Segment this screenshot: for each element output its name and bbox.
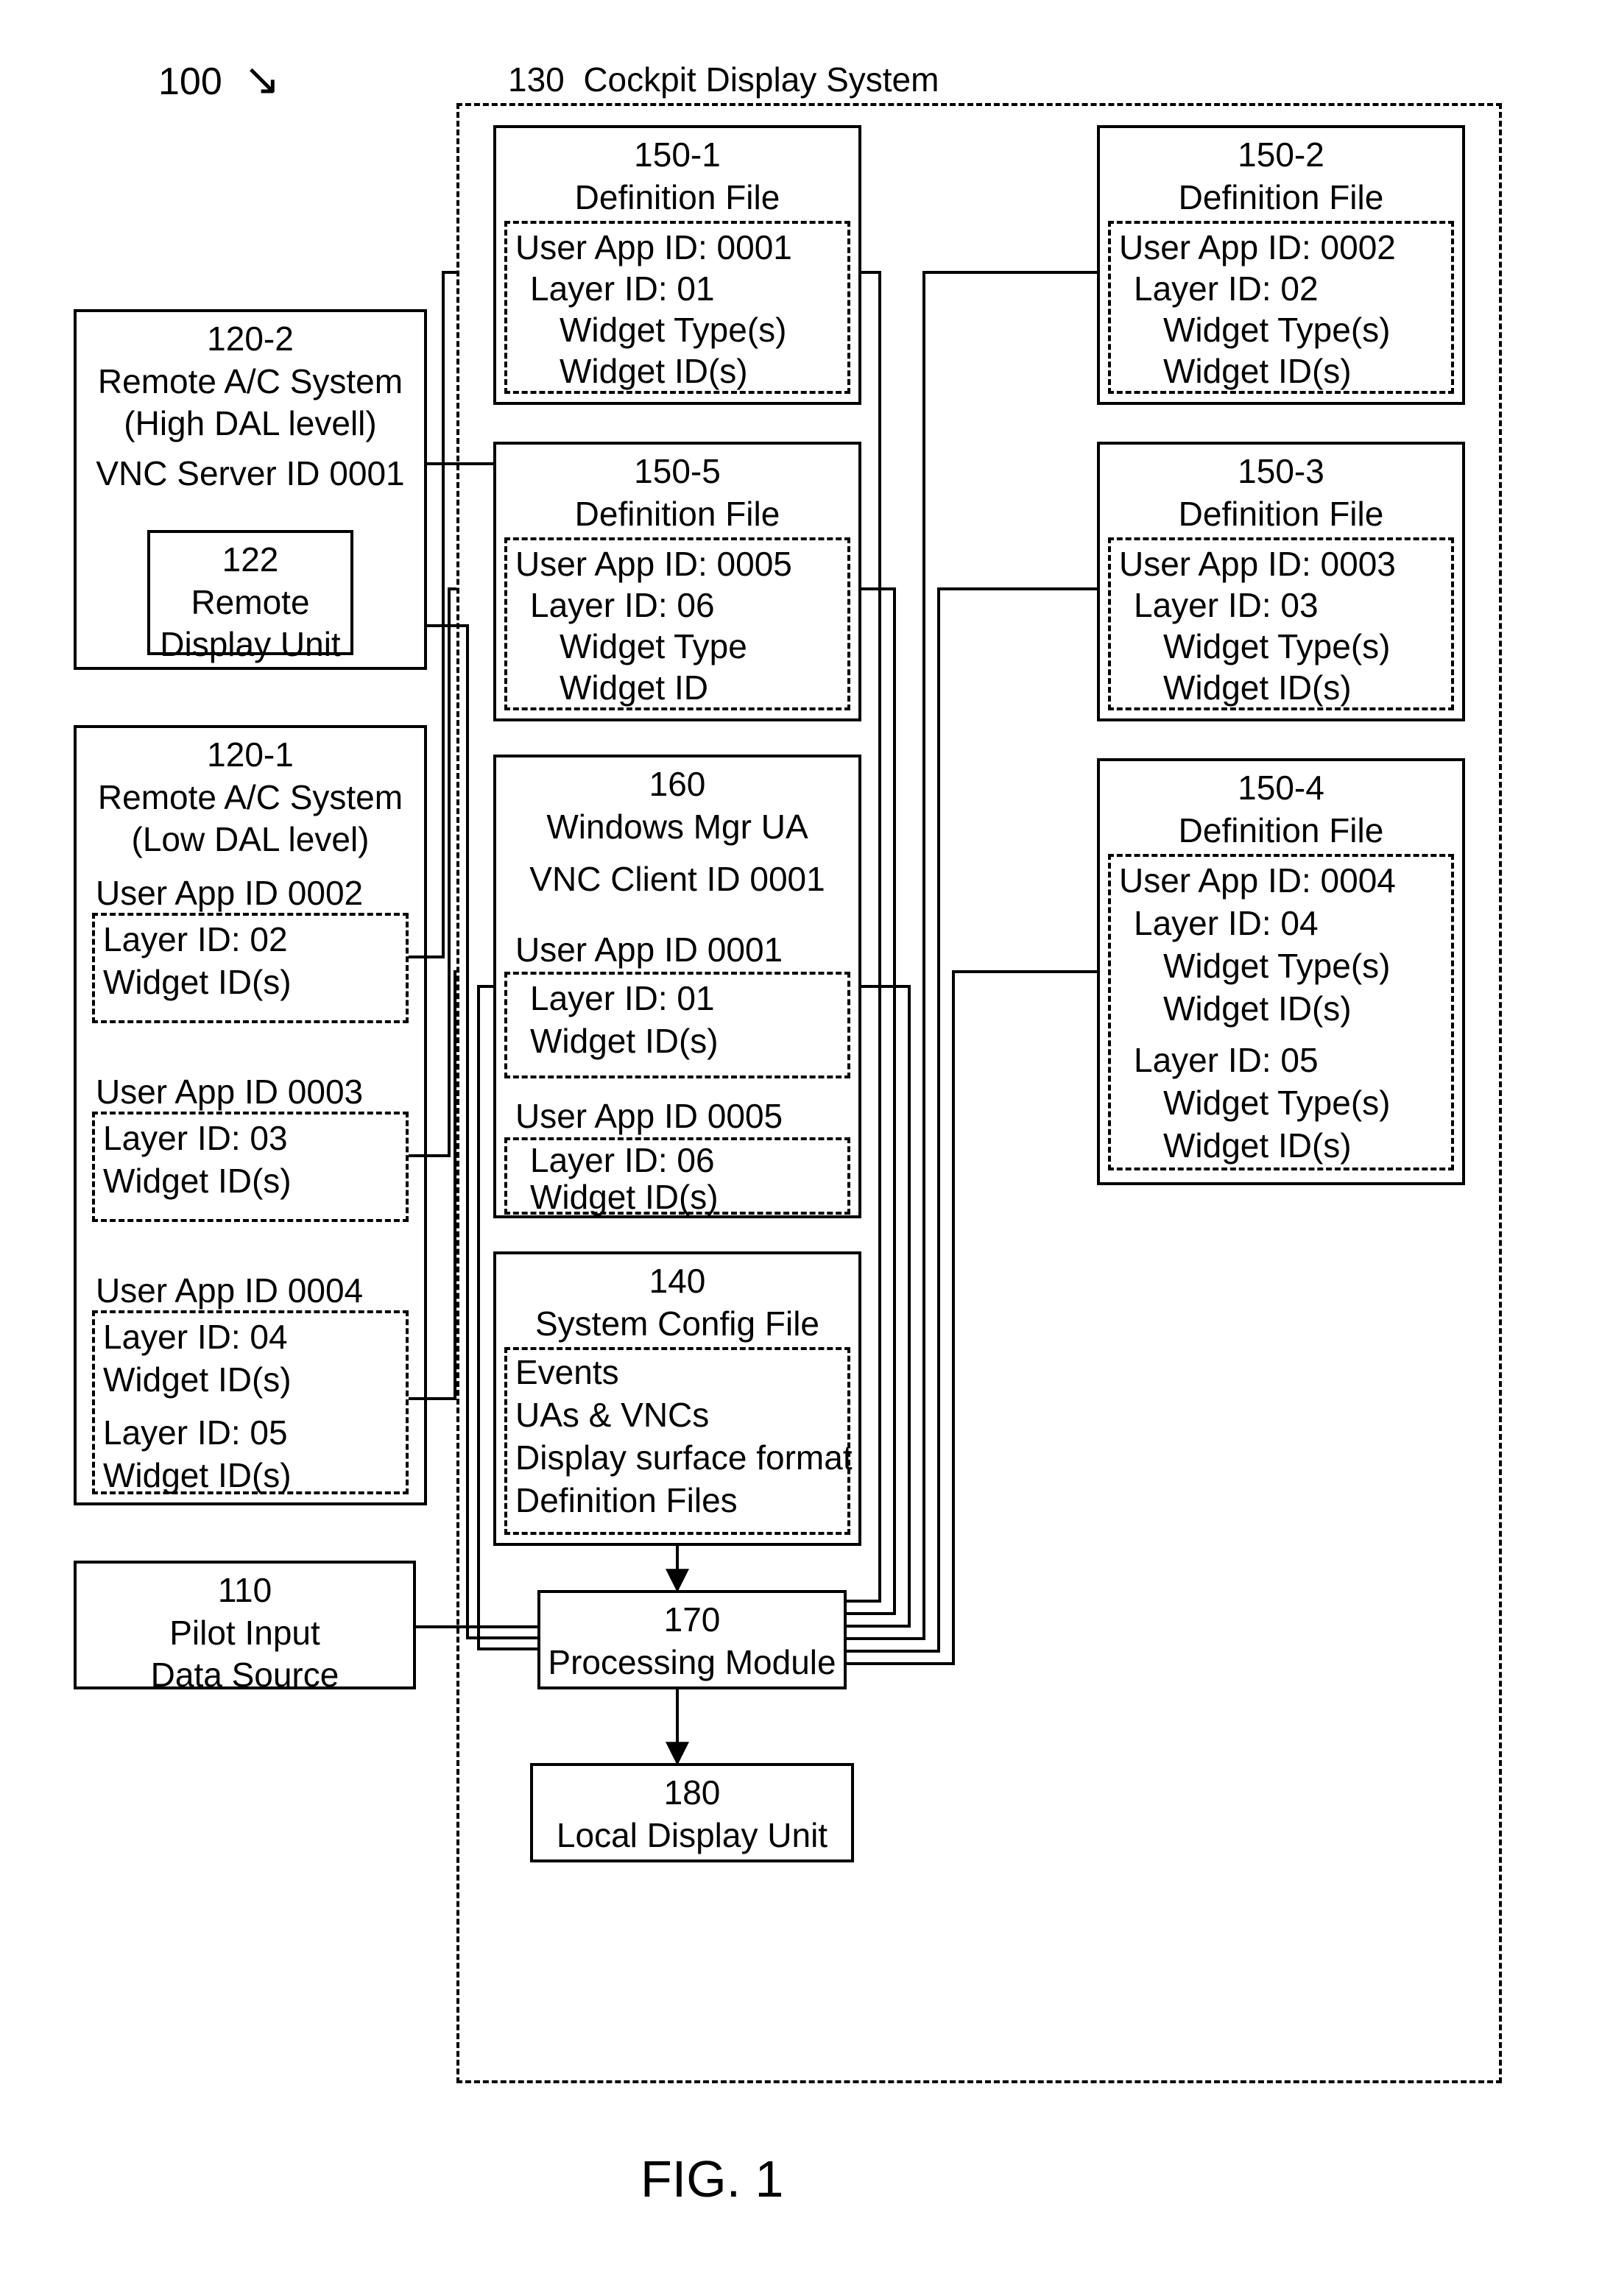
- box-150-3-num: 150-3: [1103, 451, 1459, 493]
- b140-r4: Definition Files: [515, 1480, 738, 1522]
- box-120-1-l1: Remote A/C System: [80, 777, 421, 819]
- box-150-2-name: Definition File: [1103, 177, 1459, 219]
- d150-3-layer: Layer ID: 03: [1134, 584, 1319, 627]
- box-120-1-num: 120-1: [80, 734, 421, 777]
- d150-2-wt: Widget Type(s): [1163, 309, 1390, 352]
- ua2-layer: Layer ID: 02: [103, 919, 288, 961]
- ref-100: 100 ↘: [158, 52, 280, 107]
- ua4-layer1: Layer ID: 04: [103, 1316, 288, 1359]
- box-160-name: Windows Mgr UA: [499, 806, 855, 849]
- b140-r3: Display surface format: [515, 1437, 853, 1480]
- b140-r1: Events: [515, 1352, 619, 1394]
- d150-5-layer: Layer ID: 06: [530, 584, 715, 627]
- d150-1-wid: Widget ID(s): [560, 350, 748, 393]
- box-180-name: Local Display Unit: [536, 1815, 848, 1857]
- ua2-wid: Widget ID(s): [103, 961, 292, 1004]
- ref-100-num: 100: [158, 60, 222, 103]
- b160-ua5-layer: Layer ID: 06: [530, 1140, 715, 1182]
- d150-1-wt: Widget Type(s): [560, 309, 786, 352]
- d150-4-ua: User App ID: 0004: [1119, 860, 1396, 902]
- box-160-num: 160: [499, 763, 855, 806]
- d150-4-wid2: Widget ID(s): [1163, 1125, 1352, 1168]
- d150-3-ua: User App ID: 0003: [1119, 543, 1396, 586]
- box-150-4-name: Definition File: [1103, 810, 1459, 852]
- b160-ua5-wid: Widget ID(s): [530, 1176, 719, 1219]
- box-170: 170 Processing Module: [537, 1590, 847, 1689]
- box-120-2-l1: Remote A/C System: [80, 361, 421, 403]
- box-122: 122 Remote Display Unit: [147, 530, 353, 655]
- box-150-3-name: Definition File: [1103, 493, 1459, 536]
- b160-ua1-title: User App ID 0001: [515, 929, 783, 972]
- box-110: 110 Pilot Input Data Source: [74, 1561, 416, 1689]
- b160-ua1-layer: Layer ID: 01: [530, 978, 715, 1020]
- d150-5-wid: Widget ID: [560, 667, 708, 710]
- box-140-num: 140: [499, 1260, 855, 1303]
- box-120-1-l2: (Low DAL level): [80, 819, 421, 861]
- diagram-stage: 100 ↘ 130 Cockpit Display System 120-2 R…: [0, 0, 1602, 2296]
- d150-4-layer1: Layer ID: 04: [1134, 902, 1319, 945]
- box-110-num: 110: [80, 1569, 410, 1612]
- d150-4-wt2: Widget Type(s): [1163, 1082, 1390, 1125]
- box-120-2-num: 120-2: [80, 318, 421, 361]
- d150-2-layer: Layer ID: 02: [1134, 268, 1319, 311]
- d150-2-ua: User App ID: 0002: [1119, 227, 1396, 269]
- d150-5-ua: User App ID: 0005: [515, 543, 792, 586]
- box-110-l1: Pilot Input: [80, 1612, 410, 1655]
- d150-3-wid: Widget ID(s): [1163, 667, 1352, 710]
- b140-r2: UAs & VNCs: [515, 1394, 709, 1437]
- box-150-1-name: Definition File: [499, 177, 855, 219]
- box-122-l1: Remote: [153, 582, 347, 624]
- ref-100-arrow: ↘: [244, 54, 280, 104]
- d150-4-wt1: Widget Type(s): [1163, 945, 1390, 988]
- ua3-wid: Widget ID(s): [103, 1160, 292, 1203]
- d150-5-wt: Widget Type: [560, 626, 747, 668]
- ua4-wid1: Widget ID(s): [103, 1359, 292, 1402]
- system-title-num: 130: [508, 60, 565, 99]
- b160-ua5-title: User App ID 0005: [515, 1095, 783, 1138]
- ua2-title: User App ID 0002: [96, 872, 363, 915]
- b160-ua1-wid: Widget ID(s): [530, 1020, 719, 1063]
- d150-1-ua: User App ID: 0001: [515, 227, 792, 269]
- system-title: 130 Cockpit Display System: [508, 59, 939, 102]
- d150-2-wid: Widget ID(s): [1163, 350, 1352, 393]
- d150-1-layer: Layer ID: 01: [530, 268, 715, 311]
- box-170-name: Processing Module: [543, 1642, 841, 1684]
- box-120-2-vnc: VNC Server ID 0001: [80, 453, 421, 495]
- box-122-num: 122: [153, 539, 347, 582]
- box-150-5-name: Definition File: [499, 493, 855, 536]
- box-150-4-num: 150-4: [1103, 767, 1459, 810]
- box-150-2-num: 150-2: [1103, 134, 1459, 177]
- box-122-l2: Display Unit: [153, 624, 347, 666]
- ua4-layer2: Layer ID: 05: [103, 1412, 288, 1455]
- figure-label: FIG. 1: [641, 2150, 783, 2208]
- box-170-num: 170: [543, 1599, 841, 1642]
- d150-3-wt: Widget Type(s): [1163, 626, 1390, 668]
- d150-4-layer2: Layer ID: 05: [1134, 1039, 1319, 1082]
- ua4-wid2: Widget ID(s): [103, 1455, 292, 1497]
- box-180-num: 180: [536, 1772, 848, 1815]
- box-120-2-l2: (High DAL levell): [80, 403, 421, 445]
- box-140-name: System Config File: [499, 1303, 855, 1346]
- ua4-title: User App ID 0004: [96, 1270, 363, 1313]
- ua3-title: User App ID 0003: [96, 1071, 363, 1114]
- box-110-l2: Data Source: [80, 1654, 410, 1697]
- d150-4-wid1: Widget ID(s): [1163, 988, 1352, 1031]
- box-180: 180 Local Display Unit: [530, 1763, 854, 1862]
- ua3-layer: Layer ID: 03: [103, 1117, 288, 1160]
- box-150-1-num: 150-1: [499, 134, 855, 177]
- system-title-name: Cockpit Display System: [583, 60, 939, 99]
- box-160-vnc: VNC Client ID 0001: [499, 858, 855, 901]
- box-150-5-num: 150-5: [499, 451, 855, 493]
